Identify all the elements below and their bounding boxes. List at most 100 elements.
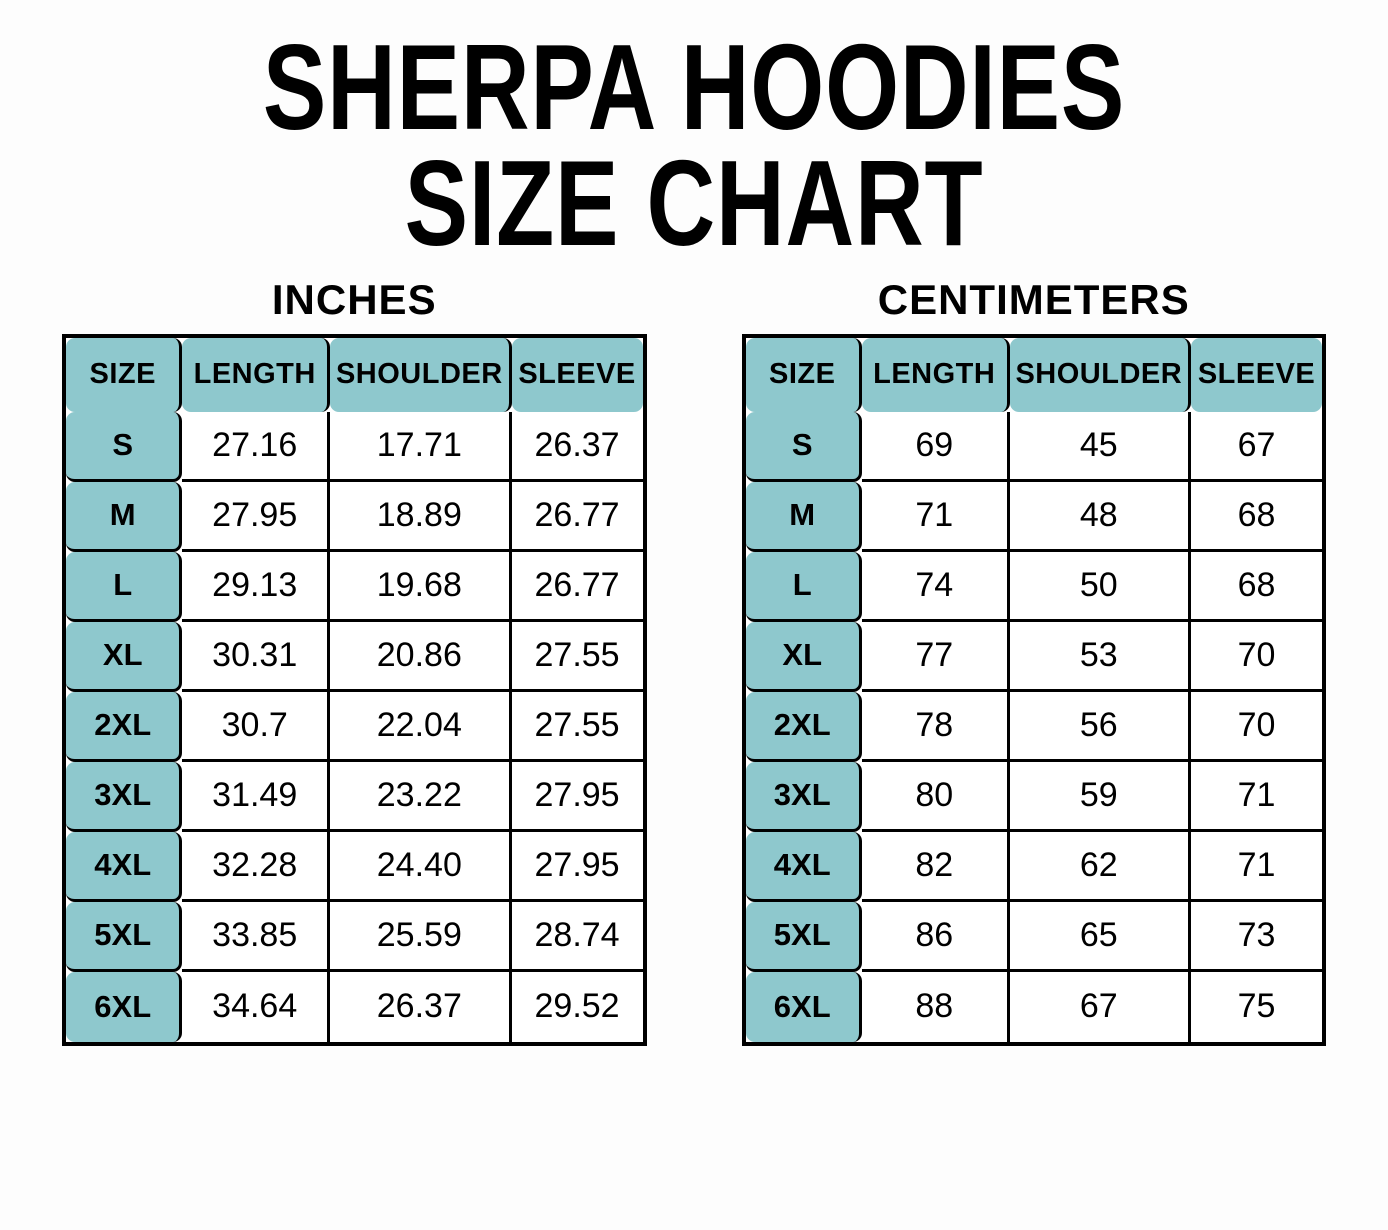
value-cell: 32.28 [182,831,331,902]
value-cell: 26.77 [511,551,643,622]
value-cell: 30.31 [182,621,331,692]
value-cell: 48 [1009,481,1192,552]
value-cell: 25.59 [330,901,512,972]
value-cell: 65 [1009,901,1192,972]
value-cell: 30.7 [182,691,331,762]
column-header-cell: LENGTH [182,337,331,412]
value-cell: 67 [1009,971,1192,1042]
value-cell: 80 [861,761,1010,832]
value-cell: 74 [861,551,1010,622]
value-cell: 20.86 [330,621,512,692]
page-title: SHERPA HOODIES SIZE CHART [153,26,1236,271]
value-cell: 82 [861,831,1010,902]
value-cell: 71 [1191,831,1322,902]
value-cell: 50 [1009,551,1192,622]
header-row: SIZE LENGTH SHOULDER SLEEVE [66,337,643,412]
value-cell: 45 [1009,411,1192,482]
table-row: 2XL 78 56 70 [745,691,1322,762]
inches-heading: INCHES [271,275,437,323]
table-row: S 69 45 67 [745,411,1322,482]
value-cell: 27.95 [511,831,643,902]
value-cell: 26.77 [511,481,643,552]
table-row: S 27.16 17.71 26.37 [66,411,643,482]
value-cell: 69 [861,411,1010,482]
size-cell: 6XL [66,971,183,1042]
value-cell: 29.52 [511,971,643,1042]
value-cell: 26.37 [330,971,512,1042]
size-cell: L [745,551,862,622]
column-header-cell: SHOULDER [330,337,512,412]
centimeters-heading: CENTIMETERS [877,275,1190,323]
size-cell: M [66,481,183,552]
inches-table: SIZE LENGTH SHOULDER SLEEVE S 27.16 17.71 26.37… [62,333,647,1046]
table-row: 4XL 82 62 71 [745,831,1322,902]
table-row: 5XL 86 65 73 [745,901,1322,972]
column-header-cell: SLEEVE [1191,337,1322,412]
size-cell: 3XL [745,761,862,832]
value-cell: 27.16 [182,411,331,482]
value-cell: 86 [861,901,1010,972]
table-row: XL 30.31 20.86 27.55 [66,621,643,692]
size-cell: XL [745,621,862,692]
table-row: 3XL 80 59 71 [745,761,1322,832]
value-cell: 34.64 [182,971,331,1042]
value-cell: 68 [1191,481,1322,552]
value-cell: 29.13 [182,551,331,622]
value-cell: 18.89 [330,481,512,552]
value-cell: 23.22 [330,761,512,832]
size-cell: XL [66,621,183,692]
value-cell: 27.55 [511,621,643,692]
header-row: SIZE LENGTH SHOULDER SLEEVE [745,337,1322,412]
size-cell: 2XL [745,691,862,762]
table-row: L 74 50 68 [745,551,1322,622]
table-row: 3XL 31.49 23.22 27.95 [66,761,643,832]
value-cell: 68 [1191,551,1322,622]
inches-section: INCHES SIZE LENGTH SHOULDER SLEEVE S 27.16 17.… [62,276,647,1046]
value-cell: 59 [1009,761,1192,832]
table-row: M 71 48 68 [745,481,1322,552]
size-cell: L [66,551,183,622]
value-cell: 26.37 [511,411,643,482]
value-cell: 27.95 [182,481,331,552]
size-cell: 4XL [745,831,862,902]
size-cell: 5XL [66,901,183,972]
tables-container: INCHES SIZE LENGTH SHOULDER SLEEVE S 27.16 17.… [0,276,1388,1046]
value-cell: 71 [1191,761,1322,832]
value-cell: 17.71 [330,411,512,482]
size-cell: S [745,411,862,482]
column-header-cell: SIZE [66,337,183,412]
size-cell: 2XL [66,691,183,762]
column-header-cell: SLEEVE [511,337,643,412]
page-title-line2: SIZE CHART [404,134,984,271]
value-cell: 27.55 [511,691,643,762]
size-cell: 5XL [745,901,862,972]
column-header-cell: LENGTH [861,337,1010,412]
size-cell: 6XL [745,971,862,1042]
value-cell: 77 [861,621,1010,692]
value-cell: 24.40 [330,831,512,902]
column-header-cell: SIZE [745,337,862,412]
value-cell: 73 [1191,901,1322,972]
value-cell: 67 [1191,411,1322,482]
value-cell: 88 [861,971,1010,1042]
value-cell: 33.85 [182,901,331,972]
value-cell: 56 [1009,691,1192,762]
value-cell: 62 [1009,831,1192,902]
value-cell: 28.74 [511,901,643,972]
column-header-cell: SHOULDER [1009,337,1192,412]
value-cell: 70 [1191,621,1322,692]
value-cell: 53 [1009,621,1192,692]
size-cell: M [745,481,862,552]
size-cell: 3XL [66,761,183,832]
value-cell: 22.04 [330,691,512,762]
value-cell: 71 [861,481,1010,552]
value-cell: 19.68 [330,551,512,622]
table-row: M 27.95 18.89 26.77 [66,481,643,552]
table-row: 6XL 34.64 26.37 29.52 [66,971,643,1042]
centimeters-section: CENTIMETERS SIZE LENGTH SHOULDER SLEEVE S 69 4… [741,275,1326,1046]
size-cell: 4XL [66,831,183,902]
table-row: XL 77 53 70 [745,621,1322,692]
table-row: 2XL 30.7 22.04 27.55 [66,691,643,762]
table-row: 5XL 33.85 25.59 28.74 [66,901,643,972]
table-row: L 29.13 19.68 26.77 [66,551,643,622]
